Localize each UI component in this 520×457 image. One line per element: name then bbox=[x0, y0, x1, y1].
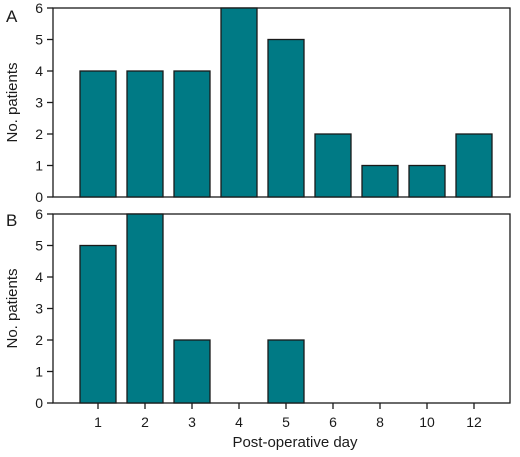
panel-b-letter: B bbox=[6, 211, 17, 230]
panel-a: A 0 1 2 3 4 5 6 No. patients bbox=[4, 0, 511, 205]
panel-a-bar-day-12 bbox=[455, 133, 493, 198]
panel-a-y-tick-label: 5 bbox=[35, 32, 43, 48]
panel-b-y-tick-label: 6 bbox=[35, 206, 43, 222]
panel-b-y-tick-label: 5 bbox=[35, 238, 43, 254]
panel-b-x-tick-label: 5 bbox=[282, 414, 290, 430]
panel-b-bar-day-1 bbox=[79, 244, 117, 404]
panel-a-bar-day-8 bbox=[361, 164, 399, 198]
panel-a-y-tick-label: 6 bbox=[35, 0, 43, 16]
panel-a-bar-day-4 bbox=[220, 7, 258, 198]
panel-a-letter: A bbox=[6, 7, 18, 26]
panel-b-x-tick-label: 6 bbox=[329, 414, 337, 430]
panel-a-bar-day-1 bbox=[79, 70, 117, 198]
panel-a-y-axis-title: No. patients bbox=[4, 62, 21, 142]
panel-a-bar-day-10 bbox=[408, 164, 446, 198]
panel-a-y-tick-label: 3 bbox=[35, 95, 43, 111]
panel-a-bar-day-3 bbox=[173, 70, 211, 198]
x-axis-title: Post-operative day bbox=[232, 434, 358, 451]
panel-b-bar-day-2 bbox=[126, 213, 164, 404]
panel-b-y-tick-label: 2 bbox=[35, 332, 43, 348]
panel-b-x-tick-label: 4 bbox=[235, 414, 243, 430]
panel-a-bar-day-2 bbox=[126, 70, 164, 198]
panel-a-bar-day-5 bbox=[267, 38, 305, 198]
panel-b-y-tick-label: 1 bbox=[35, 364, 43, 380]
panel-b-x-tick-label: 12 bbox=[466, 414, 482, 430]
panel-b-x-tick-label: 1 bbox=[94, 414, 102, 430]
panel-b-x-tick-label: 3 bbox=[188, 414, 196, 430]
panel-b-y-tick-label: 3 bbox=[35, 301, 43, 317]
panel-a-y-tick-label: 2 bbox=[35, 126, 43, 142]
panel-b-bar-day-5 bbox=[267, 339, 305, 404]
panel-b-y-axis-title: No. patients bbox=[4, 268, 21, 348]
panel-a-y-tick-label: 1 bbox=[35, 158, 43, 174]
panel-a-bar-day-6 bbox=[314, 133, 352, 198]
panel-b-x-tick-label: 2 bbox=[141, 414, 149, 430]
panel-b-y-tick-label: 4 bbox=[35, 269, 43, 285]
panel-b-bar-day-3 bbox=[173, 339, 211, 404]
panel-a-y-tick-label: 0 bbox=[35, 189, 43, 205]
panel-b-x-tick-label: 8 bbox=[376, 414, 384, 430]
panel-a-y-tick-label: 4 bbox=[35, 63, 43, 79]
panel-b-x-tick-label: 10 bbox=[419, 414, 435, 430]
panel-b-y-tick-label: 0 bbox=[35, 395, 43, 411]
